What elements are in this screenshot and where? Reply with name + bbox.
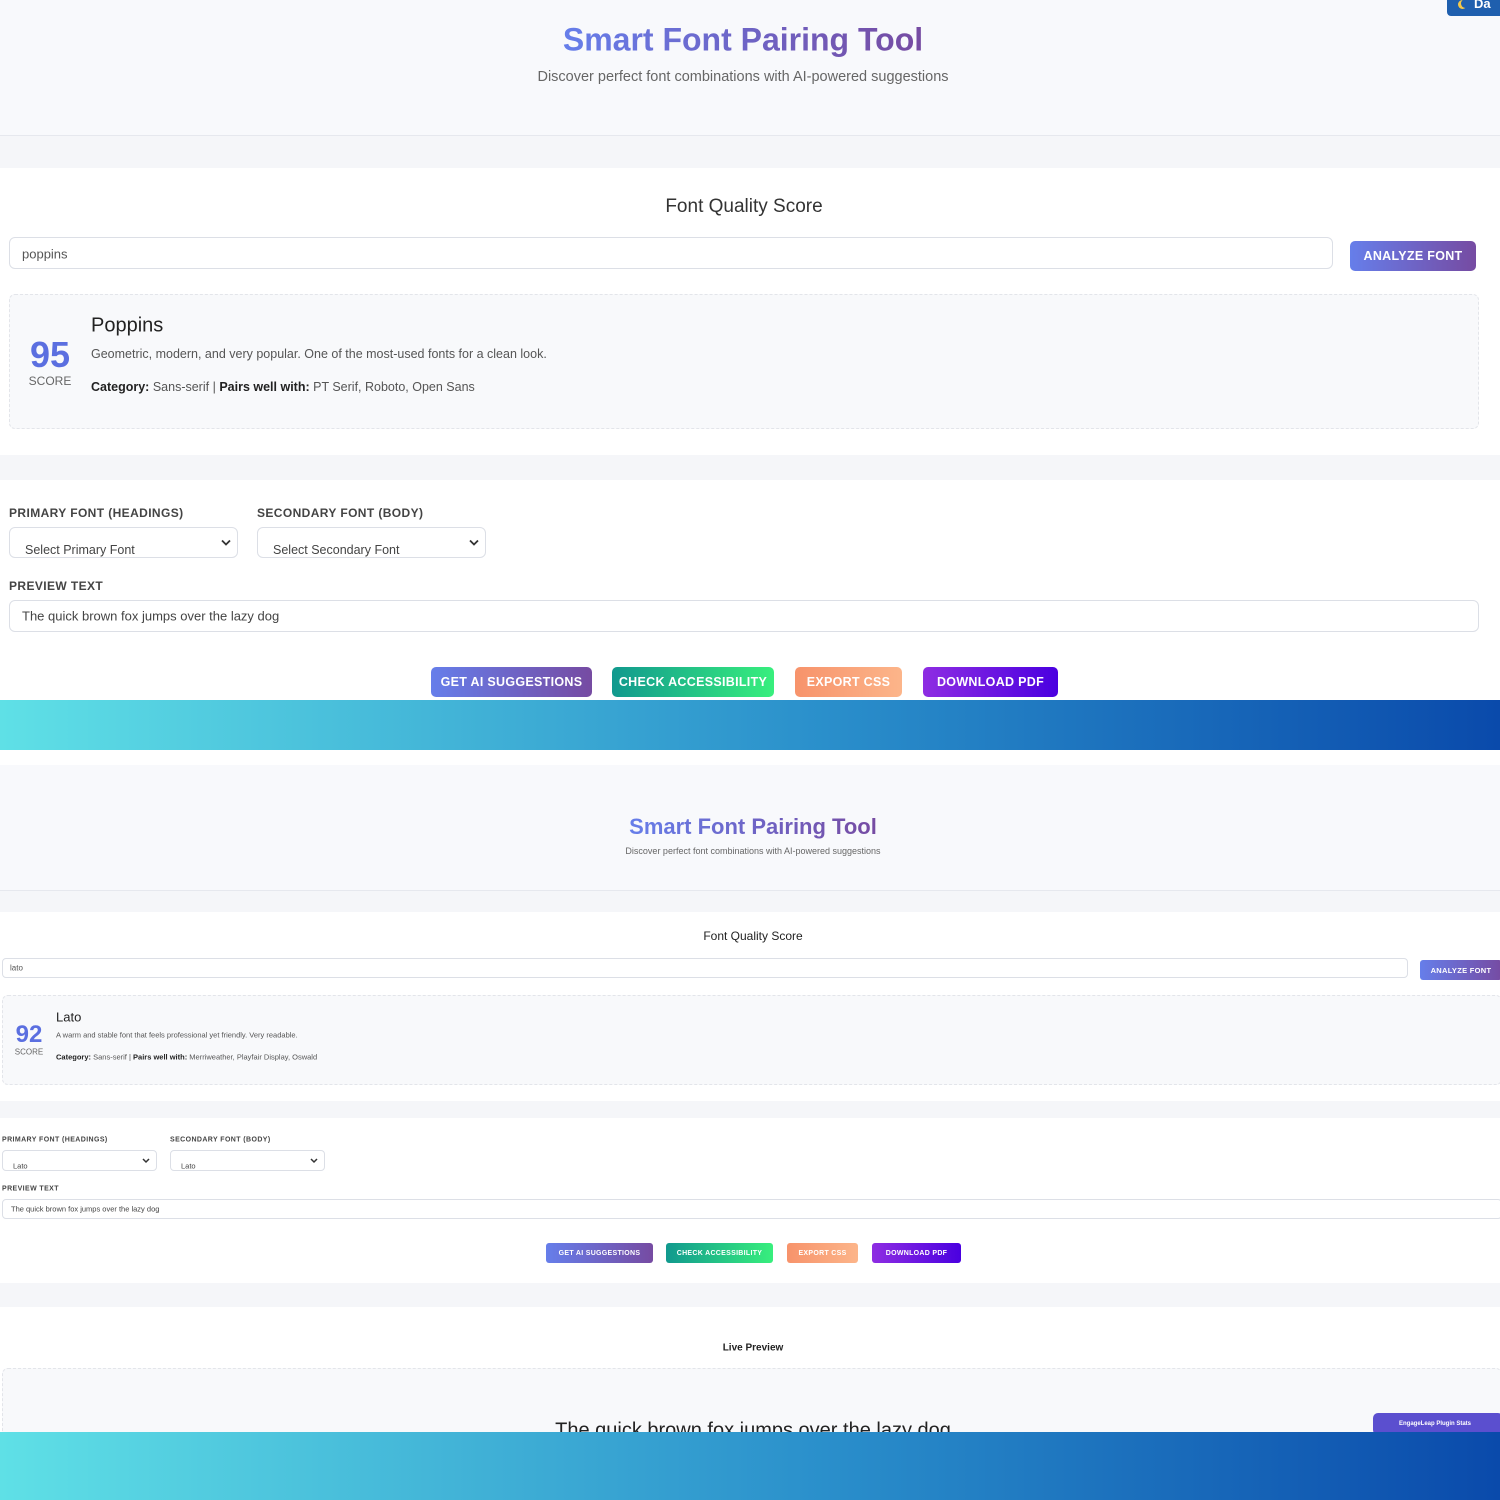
section-title: Live Preview <box>722 1342 784 1354</box>
section-gap <box>0 1101 1500 1118</box>
select-value: Select Secondary Font <box>273 543 400 557</box>
pairs: Merriweather, Playfair Display, Oswald <box>189 1052 318 1062</box>
analyze-button[interactable]: ANALYZE FONT <box>1350 241 1476 271</box>
moon-icon <box>1461 0 1470 8</box>
preview-value: The quick brown fox jumps over the lazy … <box>22 608 280 624</box>
section-gap <box>0 891 1500 912</box>
chevron <box>469 539 479 546</box>
pairs: PT Serif, Roboto, Open Sans <box>313 380 475 394</box>
preview-label: PREVIEW TEXT <box>2 1185 59 1193</box>
separator: | <box>212 380 216 394</box>
result-card <box>9 294 1479 429</box>
page-subtitle: Discover perfect font combinations with … <box>625 846 881 856</box>
section-title: Font Quality Score <box>703 929 803 943</box>
pairs-label: Pairs well with: <box>133 1052 188 1062</box>
section-title: Font Quality Score <box>665 196 823 217</box>
category: Sans-serif <box>93 1052 127 1062</box>
export-button[interactable]: EXPORT CSS <box>795 667 902 697</box>
separator: | <box>128 1052 131 1062</box>
select-value: Select Primary Font <box>25 543 135 557</box>
font-description: Geometric, modern, and very popular. One… <box>91 347 547 361</box>
plugin-badge[interactable]: EngageLeap Plugin Stats <box>1373 1413 1500 1435</box>
page-title: Smart Font Pairing Tool <box>629 814 877 839</box>
gradient-band <box>0 700 1500 750</box>
chevron <box>310 1157 318 1163</box>
input-value: poppins <box>22 246 68 262</box>
ai-button[interactable]: GET AI SUGGESTIONS <box>431 667 592 697</box>
pdf-button[interactable]: DOWNLOAD PDF <box>872 1243 961 1263</box>
score-label: SCORE <box>28 374 72 388</box>
font-name: Poppins <box>91 314 164 337</box>
primary-label: PRIMARY FONT (HEADINGS) <box>9 506 184 520</box>
score-value: 92 <box>15 1021 43 1048</box>
font-meta: Category: Sans-serif | Pairs well with: … <box>56 1053 317 1062</box>
primary-label: PRIMARY FONT (HEADINGS) <box>2 1136 108 1144</box>
preview-label: PREVIEW TEXT <box>9 579 104 593</box>
score-label: SCORE <box>14 1047 44 1057</box>
header <box>0 0 1500 136</box>
pairs-label: Pairs well with: <box>219 380 310 394</box>
analyze-button[interactable]: ANALYZE FONT <box>1420 960 1500 980</box>
preview-input[interactable] <box>2 1199 1500 1219</box>
result-card <box>2 995 1500 1085</box>
secondary-select[interactable]: Lato <box>170 1150 325 1171</box>
score-value: 95 <box>29 334 71 375</box>
secondary-label: SECONDARY FONT (BODY) <box>257 506 424 520</box>
badge-label: EngageLeap Plugin Stats <box>1399 1421 1472 1427</box>
primary-select[interactable]: Select Primary Font <box>9 527 238 558</box>
page-subtitle: Discover perfect font combinations with … <box>537 69 949 85</box>
select-value: Lato <box>13 1161 28 1171</box>
select-value: Lato <box>181 1161 196 1171</box>
gradient-band <box>0 1432 1500 1500</box>
secondary-label: SECONDARY FONT (BODY) <box>170 1136 271 1144</box>
category-label: Category: <box>56 1052 92 1062</box>
category-label: Category: <box>91 380 150 394</box>
font-name: Lato <box>56 1009 82 1025</box>
header <box>0 765 1500 891</box>
theme-toggle[interactable]: Da <box>1447 0 1500 16</box>
font-description: A warm and stable font that feels profes… <box>56 1030 298 1040</box>
input-value: lato <box>10 963 23 973</box>
chevron <box>142 1157 150 1163</box>
pdf-button[interactable]: DOWNLOAD PDF <box>923 667 1058 697</box>
preview-value: The quick brown fox jumps over the lazy … <box>11 1204 160 1214</box>
section-gap <box>0 455 1500 480</box>
font-input[interactable] <box>9 237 1333 269</box>
font-meta: Category: Sans-serif | Pairs well with: … <box>91 380 475 394</box>
accessibility-button[interactable]: CHECK ACCESSIBILITY <box>612 667 774 697</box>
primary-select[interactable]: Lato <box>2 1150 157 1171</box>
secondary-select[interactable]: Select Secondary Font <box>257 527 486 558</box>
section-gap <box>0 1283 1500 1307</box>
page-title: Smart Font Pairing Tool <box>562 21 924 58</box>
accessibility-button[interactable]: CHECK ACCESSIBILITY <box>666 1243 773 1263</box>
section-gap <box>0 136 1500 168</box>
font-input[interactable] <box>2 958 1408 978</box>
chevron <box>221 539 231 546</box>
category: Sans-serif <box>152 380 210 394</box>
preview-input[interactable] <box>9 600 1479 632</box>
toggle-label: Da <box>1474 0 1491 11</box>
ai-button[interactable]: GET AI SUGGESTIONS <box>546 1243 653 1263</box>
export-button[interactable]: EXPORT CSS <box>787 1243 858 1263</box>
